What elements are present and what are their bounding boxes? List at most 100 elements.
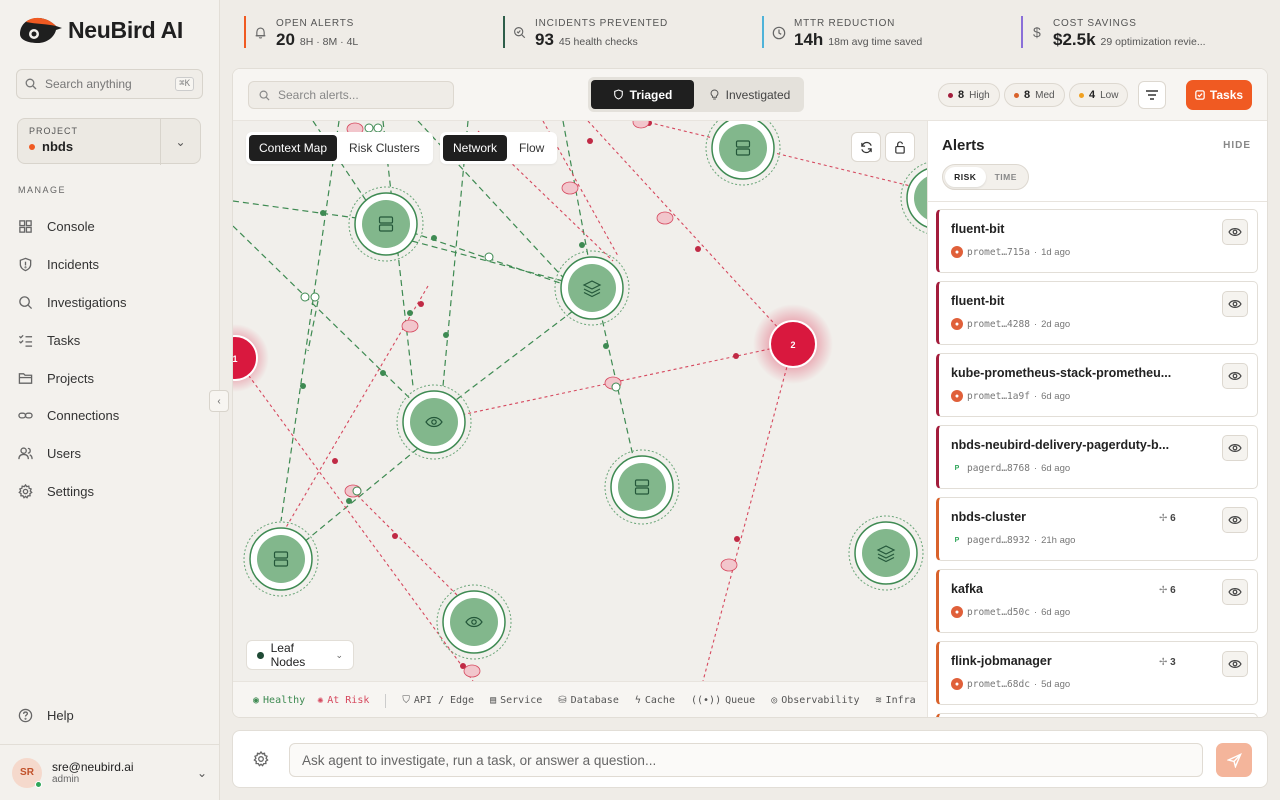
sidebar-item-console[interactable]: Console: [18, 208, 208, 246]
chevron-down-icon[interactable]: ⌄: [160, 119, 200, 165]
alert-card[interactable]: fluent-bit ● promet…4288 · 2d ago: [936, 281, 1258, 345]
tab-triaged[interactable]: Triaged: [591, 80, 694, 109]
stat-open-alerts[interactable]: OPEN ALERTS 20 8H · 8M · 4L: [244, 16, 494, 49]
view-alert-button[interactable]: [1222, 579, 1248, 605]
eye-icon: [1228, 516, 1242, 524]
toggle-flow[interactable]: Flow: [519, 141, 545, 155]
healthy-service-node[interactable]: [604, 449, 680, 525]
alert-card-partial[interactable]: [936, 713, 1258, 717]
database-icon: ⛁: [558, 695, 567, 706]
refresh-button[interactable]: [851, 132, 881, 162]
stat-mttr-reduction[interactable]: MTTR REDUCTION 14h 18m avg time saved: [762, 16, 1012, 49]
alert-source-id: promet…4288: [967, 318, 1030, 330]
collapse-sidebar-button[interactable]: ‹: [209, 390, 229, 412]
healthy-service-node[interactable]: [243, 521, 319, 597]
network-graph[interactable]: 1 2: [233, 121, 927, 681]
severity-filter-med[interactable]: 8 Med: [1004, 83, 1065, 107]
alert-card[interactable]: kube-prometheus-stack-prometheu... ● prome…: [936, 353, 1258, 417]
alert-card[interactable]: flink-jobmanager ● promet…68dc · 5d ago ✢ 3: [936, 641, 1258, 705]
healthy-observability-node[interactable]: [396, 384, 472, 460]
alert-age: 6d ago: [1041, 462, 1071, 474]
sort-risk[interactable]: RISK: [945, 167, 986, 187]
related-count: ✢ 6: [1159, 513, 1176, 524]
healthy-service-node[interactable]: [348, 186, 424, 262]
view-alert-button[interactable]: [1222, 219, 1248, 245]
agent-prompt-placeholder: Ask agent to investigate, run a task, or…: [302, 752, 657, 768]
healthy-service-node[interactable]: [705, 121, 781, 186]
stat-incidents-prevented[interactable]: INCIDENTS PREVENTED 93 45 health checks: [503, 16, 753, 49]
mode-toggle: Network Flow: [440, 132, 558, 164]
severity-filter-high[interactable]: 8 High: [938, 83, 1000, 107]
risk-cluster-node-2[interactable]: 2: [753, 304, 833, 384]
alerts-panel: Alerts HIDE RISK TIME fluent-bit ● promet……: [927, 121, 1267, 717]
toggle-context-map[interactable]: Context Map: [249, 135, 338, 161]
pagerduty-icon: P: [951, 462, 963, 474]
toggle-risk-clusters[interactable]: Risk Clusters: [349, 141, 420, 155]
project-selector[interactable]: PROJECT nbds ⌄: [17, 118, 201, 165]
global-search-input[interactable]: Search anything ⌘K: [16, 69, 203, 99]
layers-icon: [582, 280, 602, 298]
view-alert-button[interactable]: [1222, 651, 1248, 677]
cluster-count: 1: [233, 354, 238, 364]
junction-markers: [300, 123, 621, 496]
stat-cost-savings[interactable]: $ COST SAVINGS $2.5k 29 optimization revi…: [1021, 16, 1271, 49]
shield-icon: ⛉: [402, 695, 410, 706]
stat-detail: 45 health checks: [558, 36, 638, 48]
healthy-service-node-partial[interactable]: [900, 161, 927, 235]
toggle-network[interactable]: Network: [443, 135, 508, 161]
alert-source-id: pagerd…8768: [967, 462, 1030, 474]
sidebar-item-label: Tasks: [47, 332, 81, 348]
hide-alerts-button[interactable]: HIDE: [1223, 140, 1251, 151]
alert-source-id: pagerd…8932: [967, 534, 1030, 546]
alert-search-input[interactable]: Search alerts...: [248, 81, 454, 109]
send-button[interactable]: [1216, 743, 1252, 777]
leaf-nodes-dropdown[interactable]: Leaf Nodes ⌄: [246, 640, 354, 670]
alert-name: kafka: [951, 582, 983, 596]
sidebar-item-tasks[interactable]: Tasks: [18, 321, 208, 359]
sidebar-item-projects[interactable]: Projects: [18, 359, 208, 397]
logo[interactable]: NeuBird AI: [18, 16, 183, 44]
alert-card[interactable]: kafka ● promet…d50c · 6d ago ✢ 6: [936, 569, 1258, 633]
chevron-down-icon[interactable]: ⌄: [196, 765, 207, 780]
context-map[interactable]: 1 2: [233, 121, 927, 681]
view-alert-button[interactable]: [1222, 291, 1248, 317]
stat-accent-bar: [762, 16, 764, 48]
sidebar-item-users[interactable]: Users: [18, 435, 208, 473]
sidebar-item-connections[interactable]: Connections: [18, 397, 208, 435]
user-menu[interactable]: SR sre@neubird.ai admin ⌄: [0, 744, 219, 800]
checklist-icon: [18, 334, 33, 347]
sidebar-item-incidents[interactable]: Incidents: [18, 246, 208, 284]
alert-card[interactable]: fluent-bit ● promet…715a · 1d ago: [936, 209, 1258, 273]
eye-icon: [1228, 588, 1242, 596]
lock-button[interactable]: [885, 132, 915, 162]
legend-at-risk: ✺ At Risk: [317, 695, 369, 706]
sidebar-item-investigations[interactable]: Investigations: [18, 284, 208, 322]
tab-investigated[interactable]: Investigated: [698, 80, 801, 109]
tab-label: Triaged: [629, 87, 673, 102]
healthy-infra-node[interactable]: [848, 515, 924, 591]
shield-check-icon: [514, 27, 526, 39]
sort-time[interactable]: TIME: [994, 172, 1017, 182]
stat-detail: 29 optimization revie...: [1100, 36, 1206, 48]
legend-label: At Risk: [327, 695, 370, 706]
help-link[interactable]: Help: [18, 708, 74, 723]
red-edge-dots: [332, 121, 740, 669]
alert-name: fluent-bit: [951, 222, 1005, 236]
healthy-observability-node[interactable]: [436, 584, 512, 660]
legend-queue: ((•)) Queue: [691, 695, 755, 706]
view-alert-button[interactable]: [1222, 507, 1248, 533]
filter-button[interactable]: [1138, 81, 1166, 109]
search-placeholder: Search anything: [45, 77, 132, 91]
severity-filter-low[interactable]: 4 Low: [1069, 83, 1129, 107]
healthy-infra-node[interactable]: [554, 250, 630, 326]
gear-icon[interactable]: [253, 751, 269, 767]
risk-cluster-node-1[interactable]: 1: [233, 324, 269, 392]
view-alert-button[interactable]: [1222, 363, 1248, 389]
tasks-button[interactable]: Tasks: [1186, 80, 1252, 110]
agent-prompt-input[interactable]: Ask agent to investigate, run a task, or…: [289, 743, 1203, 777]
sidebar-item-settings[interactable]: Settings: [18, 473, 208, 511]
view-alert-button[interactable]: [1222, 435, 1248, 461]
alert-source-id: promet…68dc: [967, 678, 1030, 690]
